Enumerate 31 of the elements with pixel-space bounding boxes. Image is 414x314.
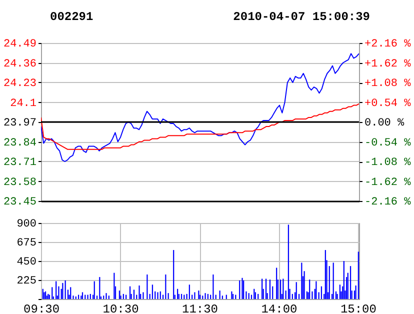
y-tick-label: 24.1	[10, 98, 37, 110]
y-tick-label: 24.36	[3, 58, 36, 70]
y-tick-label: 23.84	[3, 137, 37, 150]
y-tick-label: 450	[16, 256, 36, 268]
y2-tick-label: -2.16 %	[364, 196, 412, 208]
y-tick-label: 23.58	[3, 176, 36, 189]
y-tick-label: 900	[16, 218, 36, 230]
y-tick-label: 24.23	[3, 78, 36, 90]
y2-tick-label: 0.00 %	[364, 118, 405, 130]
x-tick-label: 14:00	[261, 302, 298, 314]
y2-tick-label: -1.08 %	[364, 157, 412, 169]
y-tick-label: 23.71	[3, 157, 37, 169]
y-tick-label: 24.49	[3, 38, 36, 50]
x-tick-label: 15:00	[340, 302, 376, 314]
y2-tick-label: +1.08 %	[364, 78, 412, 90]
line-series	[41, 103, 359, 150]
y2-tick-label: +0.54 %	[364, 98, 412, 110]
y2-tick-label: -1.62 %	[364, 176, 412, 189]
x-tick-label: 11:30	[182, 302, 218, 314]
y-tick-label: 23.45	[3, 196, 36, 208]
chart-title: 002291	[50, 10, 94, 24]
y2-tick-label: +2.16 %	[364, 38, 412, 50]
text: 2010-04-07 15:00:39	[233, 10, 370, 24]
x-tick-label: 10:30	[102, 302, 139, 314]
x-tick-label: 09:30	[24, 302, 60, 314]
line-series	[41, 53, 359, 162]
y-tick-label: 23.97	[3, 118, 36, 130]
y-tick-label: 675	[16, 238, 36, 250]
y-tick-label: 225	[16, 276, 36, 288]
y2-tick-label: +1.62 %	[364, 58, 412, 70]
y2-tick-label: -0.54 %	[364, 137, 412, 150]
